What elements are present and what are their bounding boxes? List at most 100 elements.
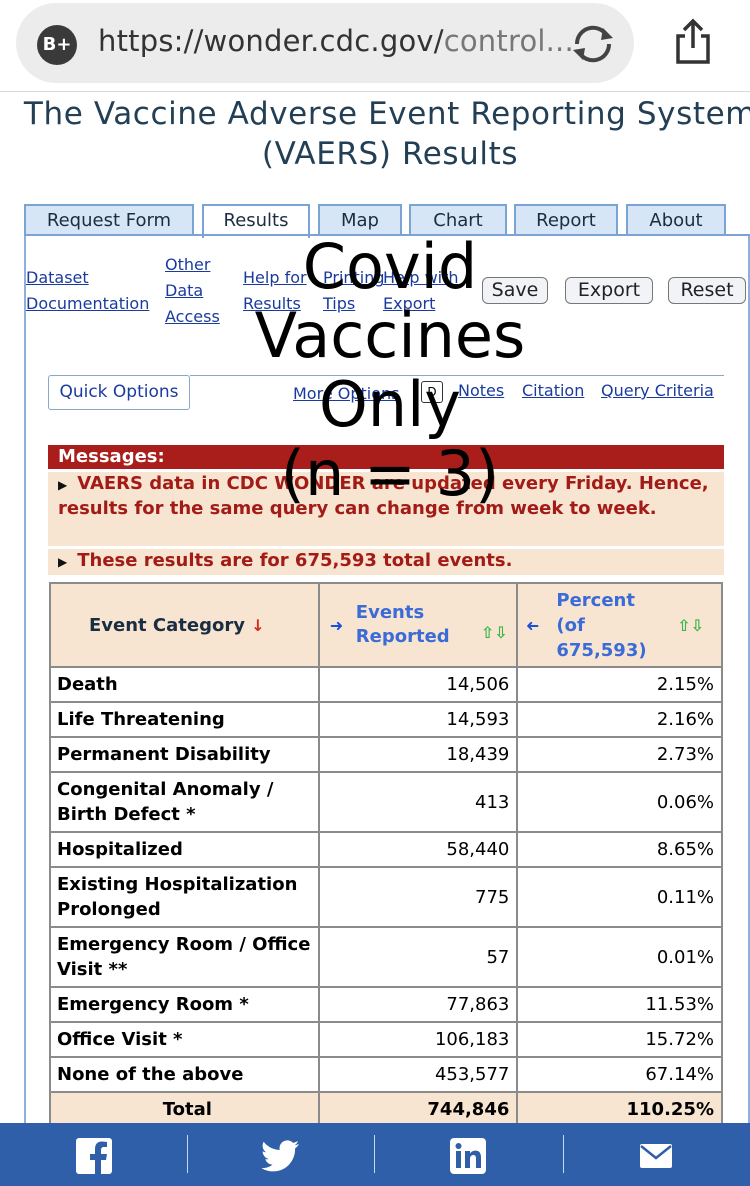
- link-line: Help for: [243, 268, 307, 287]
- expand-triangle-icon[interactable]: ▶: [58, 478, 68, 492]
- row-category: Life Threatening: [49, 701, 320, 738]
- row-events: 106,183: [317, 1021, 519, 1058]
- row-events: 14,506: [317, 666, 519, 703]
- row-category: Congenital Anomaly / Birth Defect *: [49, 771, 320, 833]
- query-criteria-link[interactable]: Query Criteria: [601, 381, 714, 400]
- row-events: 58,440: [317, 831, 519, 868]
- dataset-documentation-link[interactable]: Dataset Documentation: [26, 265, 149, 317]
- row-events: 775: [317, 866, 519, 928]
- sort-down-icon[interactable]: ⇩: [690, 615, 704, 635]
- email-icon[interactable]: [639, 1138, 673, 1174]
- notes-link[interactable]: Notes: [458, 381, 505, 400]
- subnav-divider: [190, 375, 724, 376]
- tab-results[interactable]: Results: [202, 204, 310, 238]
- expand-triangle-icon[interactable]: ▶: [58, 555, 68, 569]
- total-label: Total: [49, 1091, 320, 1128]
- url-main: https://wonder.cdc.gov/: [98, 24, 444, 58]
- row-events: 453,577: [317, 1056, 519, 1093]
- total-events: 744,846: [317, 1091, 519, 1128]
- row-events: 77,863: [317, 986, 519, 1023]
- printing-tips-link[interactable]: Printing Tips: [323, 265, 385, 317]
- message-total-events: ▶ These results are for 675,593 total eve…: [48, 549, 724, 575]
- move-column-left-icon[interactable]: ➜: [526, 615, 540, 635]
- row-percent: 15.72%: [516, 1021, 723, 1058]
- row-category: Existing Hospitalization Prolonged: [49, 866, 320, 928]
- link-line: Help with: [383, 268, 459, 287]
- row-percent: 2.16%: [516, 701, 723, 738]
- share-divider: [187, 1135, 188, 1173]
- quick-options-button[interactable]: Quick Options: [48, 375, 190, 410]
- url-tail: control...: [443, 24, 574, 58]
- row-percent: 67.14%: [516, 1056, 723, 1093]
- results-table: Event Category ↓ ➜ Events Reported ⇧⇩ ➜ P…: [49, 582, 723, 1128]
- row-percent: 0.01%: [516, 926, 723, 988]
- citation-link[interactable]: Citation: [522, 381, 585, 400]
- column-header-event-category[interactable]: Event Category ↓: [49, 582, 320, 668]
- reload-icon[interactable]: [569, 22, 617, 66]
- export-button[interactable]: Export: [565, 277, 653, 304]
- sort-down-icon[interactable]: ⇩: [494, 622, 508, 642]
- header-layout: ➜ Percent (of 675,593) ⇧⇩: [526, 588, 721, 663]
- tabs-underline: [24, 234, 750, 236]
- header-layout: ➜ Events Reported ⇧⇩: [330, 601, 517, 649]
- link-line: Export: [383, 294, 436, 313]
- header-cell: Percent (of 675,593): [556, 588, 677, 663]
- sort-up-icon[interactable]: ⇧: [480, 622, 495, 642]
- table-row: Congenital Anomaly / Birth Defect * 413 0.…: [49, 771, 723, 833]
- twitter-icon[interactable]: [262, 1138, 300, 1174]
- url-field[interactable]: [16, 3, 634, 83]
- row-events: 18,439: [317, 736, 519, 773]
- other-data-access-link[interactable]: Other Data Access: [165, 252, 220, 330]
- link-line: Dataset: [26, 268, 89, 287]
- facebook-icon[interactable]: [76, 1138, 112, 1174]
- row-category: Hospitalized: [49, 831, 320, 868]
- header-cell: ➜: [526, 588, 556, 663]
- link-line: Tips: [323, 294, 356, 313]
- page-title-line1: The Vaccine Adverse Event Reporting Syst…: [23, 96, 750, 132]
- row-percent: 0.06%: [516, 771, 723, 833]
- browser-badge-icon[interactable]: B+: [37, 25, 77, 65]
- page-title-line2: (VAERS) Results: [261, 136, 519, 172]
- tab-about[interactable]: About: [626, 204, 726, 236]
- table-row: Existing Hospitalization Prolonged 775 0.1…: [49, 866, 723, 928]
- move-column-right-icon[interactable]: ➜: [329, 615, 344, 635]
- tab-chart[interactable]: Chart: [409, 204, 507, 236]
- row-percent: 2.73%: [516, 736, 723, 773]
- notes-icon[interactable]: D: [421, 381, 443, 403]
- tab-request-form[interactable]: Request Form: [24, 204, 194, 236]
- table-total-row: Total 744,846 110.25%: [49, 1091, 723, 1128]
- table-row: Office Visit * 106,183 15.72%: [49, 1021, 723, 1058]
- sort-down-icon[interactable]: ↓: [251, 615, 265, 635]
- total-percent: 110.25%: [516, 1091, 723, 1128]
- row-percent: 8.65%: [516, 831, 723, 868]
- help-with-export-link[interactable]: Help with Export: [383, 265, 459, 317]
- tab-report[interactable]: Report: [514, 204, 618, 236]
- column-header-events-reported[interactable]: ➜ Events Reported ⇧⇩: [317, 582, 519, 668]
- tab-map[interactable]: Map: [318, 204, 402, 236]
- message-text: These results are for 675,593 total even…: [77, 550, 513, 571]
- message-update-notice: ▶ VAERS data in CDC WONDER are updated ev…: [48, 472, 724, 546]
- row-percent: 0.11%: [516, 866, 723, 928]
- table-row: None of the above 453,577 67.14%: [49, 1056, 723, 1093]
- header-line: Reported: [355, 626, 450, 647]
- more-options-link[interactable]: More Options: [293, 384, 400, 403]
- row-category: Death: [49, 666, 320, 703]
- row-category: Emergency Room *: [49, 986, 320, 1023]
- linkedin-icon[interactable]: [450, 1138, 486, 1174]
- reset-button[interactable]: Reset: [668, 277, 746, 304]
- row-percent: 2.15%: [516, 666, 723, 703]
- column-header-percent[interactable]: ➜ Percent (of 675,593) ⇧⇩: [516, 582, 723, 668]
- row-events: 413: [317, 771, 519, 833]
- row-category: None of the above: [49, 1056, 320, 1093]
- save-button[interactable]: Save: [482, 277, 548, 304]
- table-row: Permanent Disability 18,439 2.73%: [49, 736, 723, 773]
- share-bar: [0, 1123, 750, 1186]
- table-row: Death 14,506 2.15%: [49, 666, 723, 703]
- message-text: VAERS data in CDC WONDER are updated eve…: [58, 473, 709, 519]
- help-for-results-link[interactable]: Help for Results: [243, 265, 307, 317]
- link-line: Data: [165, 281, 204, 300]
- sort-up-icon[interactable]: ⇧: [677, 615, 691, 635]
- header-cell: ➜: [330, 601, 356, 649]
- share-icon[interactable]: [672, 18, 714, 66]
- url-text[interactable]: https://wonder.cdc.gov/control...: [98, 24, 574, 58]
